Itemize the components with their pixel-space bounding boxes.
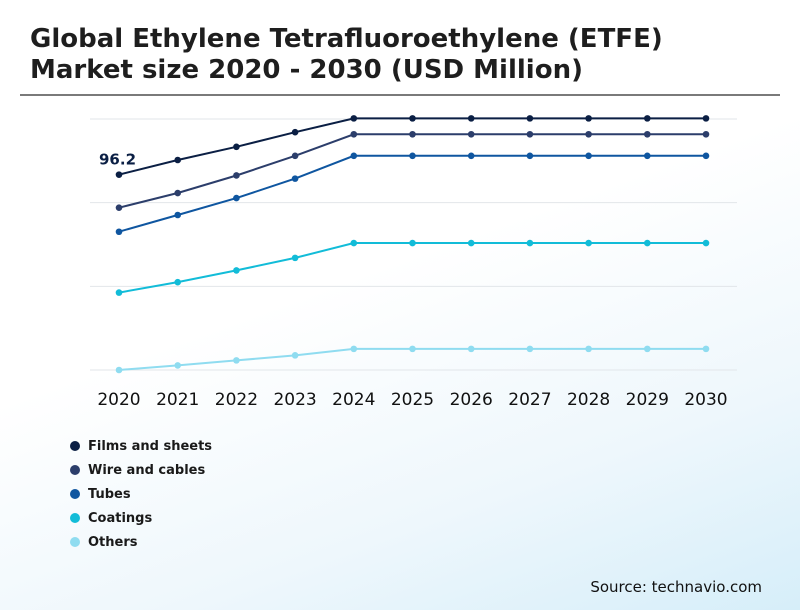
data-point <box>526 152 534 160</box>
data-point <box>644 345 651 353</box>
data-point <box>174 362 181 369</box>
data-point <box>644 130 651 138</box>
data-point <box>174 156 181 164</box>
data-point <box>233 194 240 202</box>
data-point <box>409 130 416 138</box>
data-point <box>233 267 240 274</box>
x-tick-label: 2023 <box>273 390 316 410</box>
data-point <box>702 130 710 138</box>
data-point <box>350 239 358 247</box>
x-tick-label: 2026 <box>450 390 493 410</box>
data-point <box>115 204 123 211</box>
legend-marker-wire <box>70 465 80 475</box>
data-point <box>409 345 416 353</box>
series-line-1 <box>118 133 706 209</box>
legend-label-films: Films and sheets <box>88 438 213 454</box>
series-line-2 <box>118 154 706 233</box>
data-point <box>233 357 240 364</box>
x-tick-label: 2025 <box>391 390 434 410</box>
data-point <box>174 211 181 219</box>
data-point <box>702 115 710 122</box>
data-point <box>585 239 592 247</box>
legend: Films and sheets Wire and cables Tubes C… <box>70 434 212 554</box>
data-point <box>291 152 299 160</box>
source-credit: Source: technavio.com <box>590 578 762 596</box>
data-point <box>291 175 299 182</box>
legend-label-wire: Wire and cables <box>88 462 206 478</box>
data-point <box>233 172 240 179</box>
x-tick-label: 2027 <box>508 390 551 410</box>
x-tick-label: 2030 <box>684 390 727 410</box>
data-point <box>350 130 358 138</box>
legend-label-coatings: Coatings <box>88 510 153 526</box>
axis-labels: 2020 2021 2022 2023 2024 2025 2026 2027 2028 2029… <box>97 151 727 410</box>
legend-item-others: Others <box>70 530 212 554</box>
x-tick-label: 2029 <box>626 390 669 410</box>
data-point <box>409 152 416 160</box>
data-point <box>409 239 416 247</box>
data-point <box>585 345 592 353</box>
data-point <box>291 254 299 262</box>
data-point <box>291 352 299 359</box>
data-point <box>467 345 475 353</box>
data-point <box>585 130 592 138</box>
line-chart: 2020 2021 2022 2023 2024 2025 2026 2027 2028 2029… <box>90 115 737 410</box>
data-point <box>526 130 534 138</box>
legend-marker-coatings <box>70 513 80 523</box>
data-point <box>467 130 475 138</box>
x-tick-label: 2022 <box>215 390 258 410</box>
x-tick-label: 2020 <box>97 390 140 410</box>
data-point <box>115 289 123 296</box>
data-point <box>702 239 710 247</box>
data-point <box>174 278 181 286</box>
data-point <box>409 115 416 122</box>
chart-title: Global Ethylene Tetrafluoroethylene (ETF… <box>30 24 663 85</box>
series-line-3 <box>118 242 706 294</box>
legend-marker-films <box>70 441 80 451</box>
legend-marker-others <box>70 537 80 547</box>
data-point <box>467 152 475 160</box>
series-lines <box>115 115 710 374</box>
x-tick-label: 2024 <box>332 390 375 410</box>
data-point <box>702 152 710 160</box>
data-point <box>350 345 358 353</box>
legend-item-tubes: Tubes <box>70 482 212 506</box>
data-point <box>644 152 651 160</box>
data-point <box>174 189 181 197</box>
legend-label-tubes: Tubes <box>88 486 131 502</box>
legend-label-others: Others <box>88 534 138 550</box>
data-point <box>350 152 358 160</box>
data-point <box>526 345 534 353</box>
data-point <box>467 239 475 247</box>
data-point <box>644 239 651 247</box>
data-point <box>115 171 123 178</box>
data-point <box>526 115 534 122</box>
data-label: 96.2 <box>99 151 136 169</box>
data-point <box>233 143 240 151</box>
x-tick-label: 2028 <box>567 390 610 410</box>
legend-marker-tubes <box>70 489 80 499</box>
title-divider <box>20 94 780 96</box>
data-point <box>526 239 534 247</box>
legend-item-films: Films and sheets <box>70 434 212 458</box>
series-line-0 <box>118 117 706 176</box>
data-point <box>702 345 710 353</box>
data-point <box>291 128 299 136</box>
x-tick-label: 2021 <box>156 390 199 410</box>
data-point <box>115 228 123 236</box>
data-point <box>585 152 592 160</box>
data-point <box>350 115 358 122</box>
data-point <box>644 115 651 122</box>
data-point <box>115 366 123 374</box>
legend-item-coatings: Coatings <box>70 506 212 530</box>
data-point <box>585 115 592 122</box>
data-point <box>467 115 475 122</box>
legend-item-wire: Wire and cables <box>70 458 212 482</box>
